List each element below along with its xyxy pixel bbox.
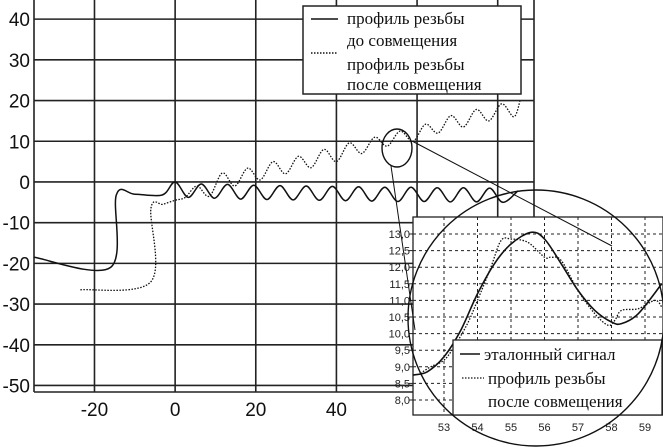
inset-y-tick-label: 10,5 <box>389 312 410 324</box>
inset-y-tick-label: 8,0 <box>395 395 410 407</box>
main-chart: 40 30 20 10 0 -10 -20 -30 -40 -50 -20 0 20 40 <box>3 0 535 421</box>
x-tick-label: 40 <box>326 400 347 421</box>
y-tick-label: -50 <box>3 376 30 397</box>
inset-y-tick-label: 13,0 <box>389 229 410 241</box>
y-tick-label: -40 <box>3 336 30 357</box>
legend-label: до совмещения <box>347 31 457 50</box>
inset-y-tick-label: 10,0 <box>389 329 410 341</box>
zoom-connector-line <box>390 165 416 331</box>
inset-series-line-2 <box>420 237 663 374</box>
inset-legend-box <box>452 339 663 416</box>
y-tick-label: -30 <box>3 295 30 316</box>
zoom-connector-line <box>411 140 613 247</box>
main-legend: профиль резьбы до совмещения профиль резьб… <box>302 5 522 95</box>
legend-label: профиль резьбы <box>347 9 465 28</box>
inset-legend: эталонный сигнал профиль резьбы после совм… <box>452 339 663 416</box>
inset-x-tick-label: 56 <box>538 422 550 434</box>
y-tick-label: 10 <box>9 132 30 153</box>
y-tick-label: -20 <box>3 254 30 275</box>
inset-y-tick-label: 8,5 <box>395 378 410 390</box>
inset-y-tick-label: 12,0 <box>389 262 410 274</box>
series-line-2 <box>80 101 521 292</box>
legend-box <box>302 5 522 95</box>
legend-label: профиль резьбы <box>347 55 465 74</box>
inset-y-tick-label: 12,5 <box>389 246 410 258</box>
y-tick-label: -10 <box>3 214 30 235</box>
inset-x-tick-label: 58 <box>605 422 617 434</box>
x-tick-label: 20 <box>245 400 266 421</box>
y-tick-label: 0 <box>19 173 30 194</box>
inset-x-tick-label: 59 <box>639 422 651 434</box>
inset-y-tick-label: 11,0 <box>389 295 410 307</box>
x-tick-label: -20 <box>81 400 108 421</box>
series-line-1 <box>33 181 519 272</box>
y-tick-label: 30 <box>9 51 30 72</box>
x-tick-label: 0 <box>170 400 181 421</box>
inset-legend-label: после совмещения <box>488 392 623 411</box>
inset-legend-label: эталонный сигнал <box>484 345 616 364</box>
y-tick-label: 20 <box>9 92 30 113</box>
y-tick-label: 40 <box>9 10 30 31</box>
legend-label: после совмещения <box>347 75 482 94</box>
zoom-magnifier-circle <box>407 189 663 447</box>
inset-x-tick-label: 53 <box>438 422 450 434</box>
inset-y-tick-label: 11,5 <box>389 279 410 291</box>
inset-y-tick-label: 9,0 <box>395 362 410 374</box>
zoom-source-circle <box>381 128 413 168</box>
inset-y-tick-label: 9,5 <box>395 345 410 357</box>
inset-x-tick-label: 57 <box>572 422 584 434</box>
inset-x-tick-label: 55 <box>505 422 517 434</box>
zoom-callout <box>381 128 663 447</box>
inset-legend-label: профиль резьбы <box>488 369 606 388</box>
